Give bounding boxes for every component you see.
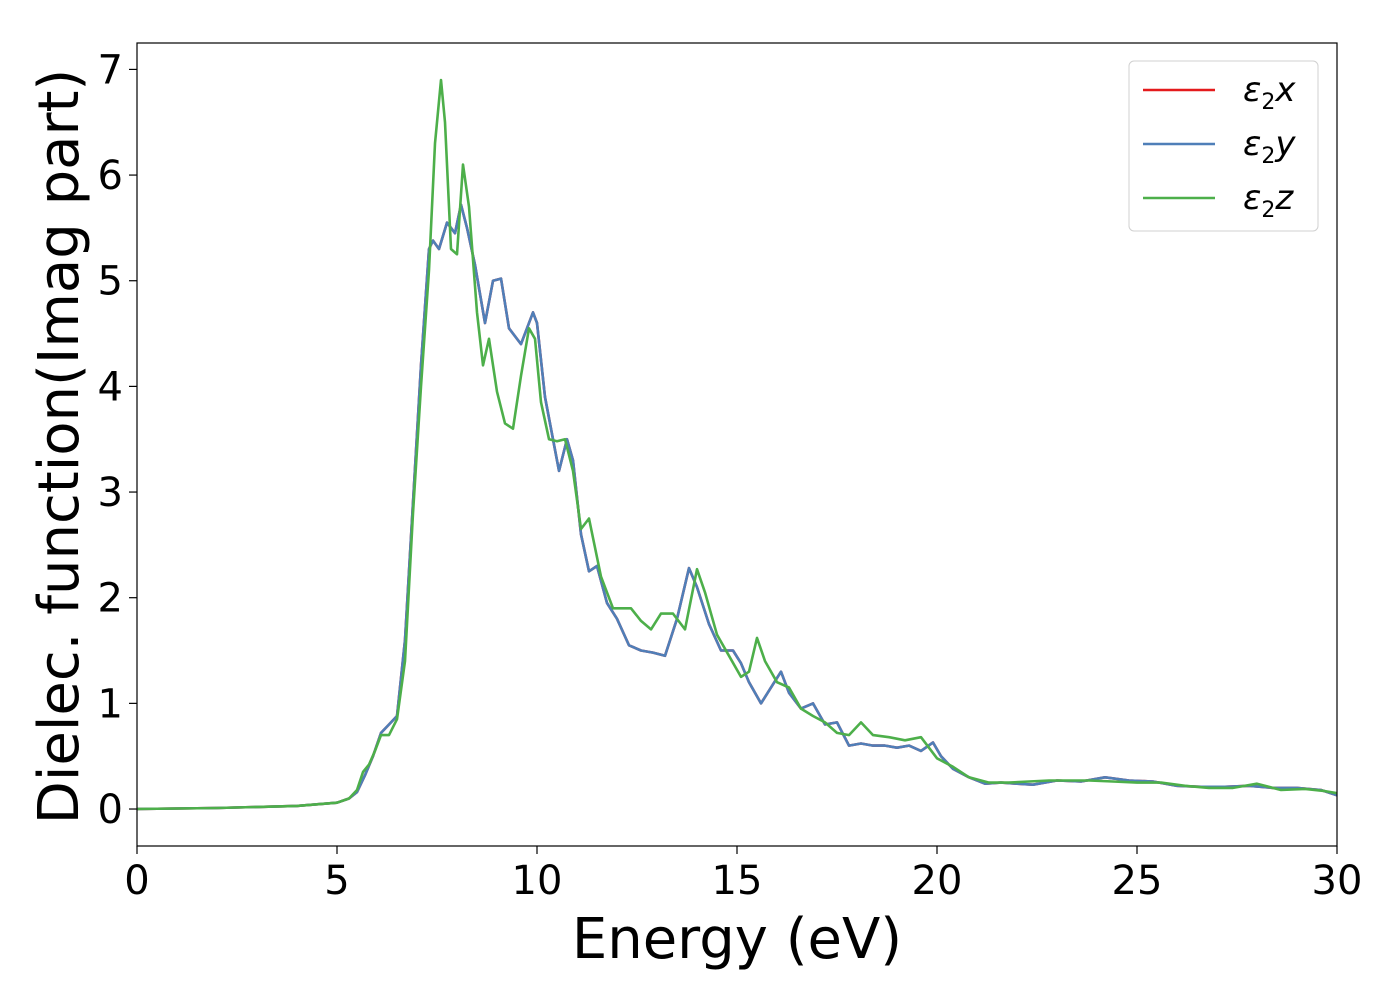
- series-line-z: [136, 78, 1338, 811]
- legend-entry-y: ε2y: [1143, 124, 1296, 169]
- y-tick-label: 5: [98, 259, 123, 305]
- legend-entry-x: ε2x: [1143, 70, 1296, 115]
- y-tick-label: 6: [98, 153, 123, 199]
- legend-label: ε2y: [1243, 124, 1296, 169]
- x-tick-label: 15: [712, 858, 763, 904]
- legend-entry-z: ε2z: [1143, 178, 1294, 223]
- x-tick-label: 30: [1312, 858, 1363, 904]
- x-tick-label: 10: [512, 858, 563, 904]
- legend-label: ε2x: [1243, 70, 1296, 115]
- x-tick-label: 25: [1112, 858, 1163, 904]
- legend-box: [1128, 60, 1319, 232]
- x-tick-label: 20: [912, 858, 963, 904]
- x-axis-label: Energy (eV): [572, 907, 902, 972]
- y-tick-label: 4: [98, 364, 123, 410]
- y-axis-ticks: 0 1 2 3 4 5 6 7: [98, 47, 137, 833]
- legend-label: ε2z: [1243, 178, 1294, 223]
- y-tick-label: 0: [98, 787, 123, 833]
- y-tick-label: 3: [98, 470, 123, 516]
- y-tick-label: 2: [98, 576, 123, 622]
- x-tick-label: 0: [124, 858, 149, 904]
- series-line-x: [136, 203, 1338, 811]
- series-layer: [136, 78, 1338, 811]
- x-tick-label: 5: [324, 858, 349, 904]
- y-tick-label: 1: [98, 681, 123, 727]
- y-tick-label: 7: [98, 47, 123, 93]
- y-axis-label: Dielec. function(Imag part): [27, 69, 92, 825]
- series-line-y: [136, 203, 1338, 811]
- x-axis-ticks: 0 5 10 15 20 25 30: [124, 846, 1362, 904]
- legend: ε2x ε2y ε2z: [1128, 60, 1319, 232]
